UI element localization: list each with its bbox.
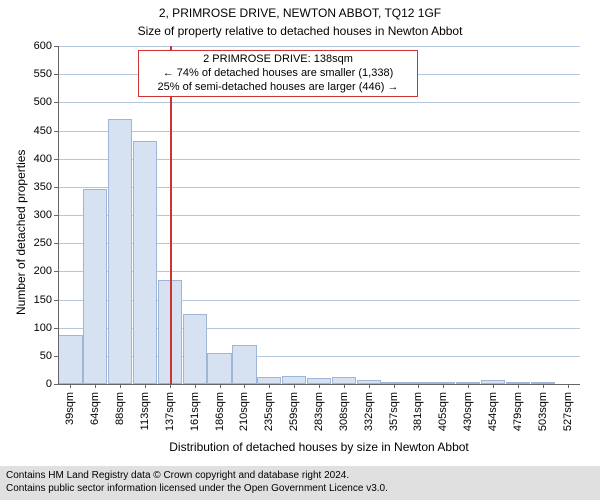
x-tick-label: 357sqm [388, 392, 400, 431]
histogram-bar [232, 345, 256, 384]
x-axis-label: Distribution of detached houses by size … [58, 440, 580, 454]
x-tick-label: 527sqm [562, 392, 574, 431]
y-tick-label: 600 [20, 40, 52, 52]
gridline [58, 131, 580, 132]
chart-container: 2, PRIMROSE DRIVE, NEWTON ABBOT, TQ12 1G… [0, 0, 600, 500]
x-tick-label: 113sqm [139, 392, 151, 430]
x-tick-label: 64sqm [89, 392, 101, 425]
x-tick-label: 186sqm [214, 392, 226, 431]
histogram-bar [207, 353, 231, 384]
x-tick-label: 308sqm [338, 392, 350, 431]
plot-area: 05010015020025030035040045050055060039sq… [58, 46, 580, 384]
x-tick-label: 137sqm [164, 392, 176, 431]
histogram-bar [183, 314, 207, 384]
histogram-bar [58, 335, 82, 384]
x-tick-label: 161sqm [189, 392, 201, 431]
x-tick-label: 39sqm [64, 392, 76, 425]
x-tick-label: 503sqm [537, 392, 549, 431]
x-tick-label: 430sqm [462, 392, 474, 431]
histogram-bar [257, 377, 281, 384]
x-tick-label: 259sqm [288, 392, 300, 431]
footer: Contains HM Land Registry data © Crown c… [0, 466, 600, 500]
y-tick-label: 450 [20, 125, 52, 137]
y-tick-label: 0 [20, 378, 52, 390]
x-tick-label: 88sqm [114, 392, 126, 425]
chart-title-address: 2, PRIMROSE DRIVE, NEWTON ABBOT, TQ12 1G… [0, 6, 600, 20]
annotation-line-3: 25% of semi-detached houses are larger (… [143, 81, 413, 95]
x-tick-label: 283sqm [313, 392, 325, 431]
chart-title-subtitle: Size of property relative to detached ho… [0, 24, 600, 38]
footer-line-1: Contains HM Land Registry data © Crown c… [6, 470, 594, 483]
y-axis-label: Number of detached properties [14, 150, 28, 315]
x-tick-label: 332sqm [363, 392, 375, 431]
x-tick-label: 210sqm [238, 392, 250, 431]
x-tick-label: 454sqm [487, 392, 499, 431]
x-tick-label: 405sqm [437, 392, 449, 431]
annotation-box: 2 PRIMROSE DRIVE: 138sqm← 74% of detache… [138, 50, 418, 97]
y-tick-label: 550 [20, 68, 52, 80]
annotation-line-1: 2 PRIMROSE DRIVE: 138sqm [143, 53, 413, 67]
histogram-bar [332, 377, 356, 384]
gridline [58, 102, 580, 103]
annotation-line-2: ← 74% of detached houses are smaller (1,… [143, 67, 413, 81]
x-axis-line [58, 384, 580, 385]
x-tick-label: 479sqm [512, 392, 524, 431]
gridline [58, 46, 580, 47]
histogram-bar [133, 141, 157, 384]
y-tick-label: 100 [20, 322, 52, 334]
histogram-bar [108, 119, 132, 384]
histogram-bar [282, 376, 306, 384]
x-tick-label: 381sqm [412, 392, 424, 431]
histogram-bar [83, 189, 107, 384]
y-axis-line [58, 46, 59, 384]
footer-line-2: Contains public sector information licen… [6, 483, 594, 496]
y-tick-label: 500 [20, 96, 52, 108]
y-tick-label: 50 [20, 350, 52, 362]
x-tick-label: 235sqm [263, 392, 275, 431]
